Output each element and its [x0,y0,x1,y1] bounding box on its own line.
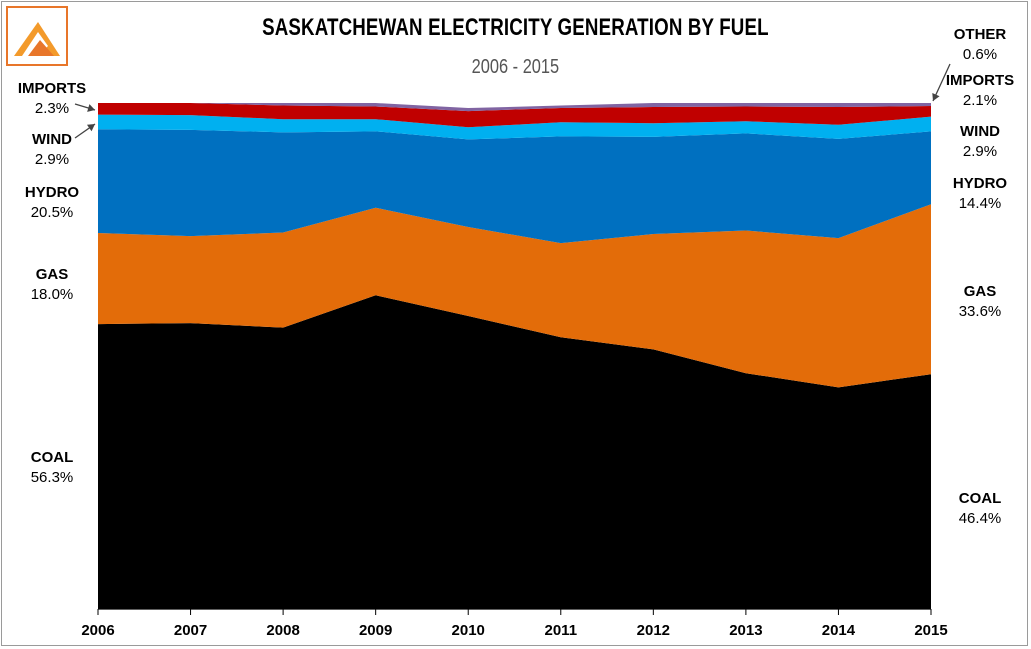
x-tick-label: 2008 [266,622,299,639]
right-label-gas-value: 33.6% [959,303,1002,320]
right-label-imports-name: IMPORTS [946,72,1014,89]
series-imports-area [98,103,931,128]
right-other-arrow-head [932,92,940,101]
left-label-hydro-name: HYDRO [25,184,80,201]
triangle-logo-icon [6,6,68,66]
series-other-area [98,103,931,112]
right-label-coal-name: COAL [959,490,1002,507]
x-tick-label: 2010 [452,622,485,639]
left-label-coal-name: COAL [31,449,74,466]
right-label-hydro-name: HYDRO [953,175,1008,192]
series-gas-area [98,204,931,388]
x-tick-label: 2011 [545,622,578,639]
left-imports-arrow-head [87,104,95,112]
series-hydro-area [98,129,931,244]
left-label-imports-value: 2.3% [35,100,69,117]
series-coal-area [98,295,931,609]
right-label-imports-value: 2.1% [963,92,997,109]
left-wind-arrow-head [86,124,95,132]
right-label-gas-name: GAS [964,283,997,300]
right-label-other-value: 0.6% [963,46,997,63]
right-label-coal-value: 46.4% [959,510,1002,527]
left-label-hydro-value: 20.5% [31,204,74,221]
x-tick-label: 2014 [822,622,856,639]
left-label-gas-value: 18.0% [31,286,74,303]
x-tick-label: 2009 [359,622,392,639]
left-label-coal-value: 56.3% [31,469,74,486]
left-label-gas-name: GAS [36,266,69,283]
left-label-wind-name: WIND [32,131,72,148]
x-tick-label: 2013 [729,622,762,639]
left-label-imports-name: IMPORTS [18,80,86,97]
right-label-hydro-value: 14.4% [959,195,1002,212]
x-tick-label: 2006 [81,622,114,639]
series-wind-area [98,114,931,140]
x-tick-label: 2012 [637,622,670,639]
x-tick-label: 2007 [174,622,207,639]
chart-subtitle: 2006 - 2015 [471,56,560,78]
right-label-wind-name: WIND [960,123,1000,140]
right-label-wind-value: 2.9% [963,143,997,160]
x-tick-label: 2015 [914,622,947,639]
chart-title: SASKATCHEWAN ELECTRICITY GENERATION BY F… [262,14,769,41]
right-label-other-name: OTHER [954,26,1007,43]
left-label-wind-value: 2.9% [35,151,69,168]
